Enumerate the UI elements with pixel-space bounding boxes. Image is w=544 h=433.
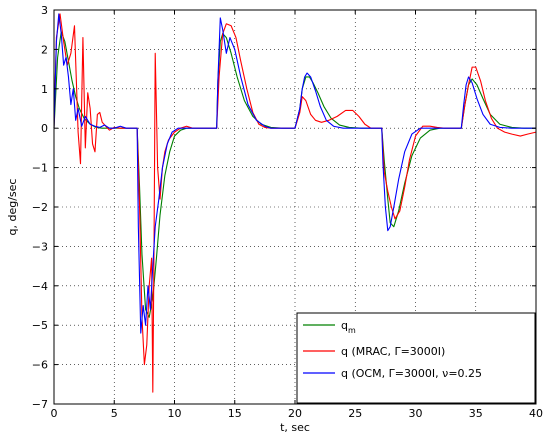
legend: qmq (MRAC, Γ=3000I)q (OCM, Γ=3000I, ν=0.… — [296, 312, 536, 404]
y-tick-label: −7 — [32, 398, 48, 411]
legend-label: q (MRAC, Γ=3000I) — [341, 345, 445, 358]
y-tick-label: 3 — [41, 4, 48, 17]
x-tick-label: 30 — [409, 407, 423, 420]
x-tick-label: 20 — [288, 407, 302, 420]
grid-lines — [54, 10, 536, 404]
series-lines — [53, 13, 537, 393]
x-tick-label: 25 — [348, 407, 362, 420]
series-line-1 — [53, 13, 537, 393]
y-tick-label: 2 — [41, 43, 48, 56]
y-tick-label: −1 — [32, 162, 48, 175]
legend-box — [296, 312, 536, 404]
y-tick-label: −2 — [32, 201, 48, 214]
legend-label-subscript: m — [348, 326, 356, 335]
legend-label: q (OCM, Γ=3000I, ν=0.25 — [341, 367, 482, 380]
y-tick-label: −4 — [32, 280, 48, 293]
series-line-2 — [53, 13, 536, 334]
x-tick-label: 40 — [529, 407, 543, 420]
x-tick-label: 10 — [168, 407, 182, 420]
y-tick-label: −3 — [32, 240, 48, 253]
y-axis-label: q, deg/sec — [6, 179, 19, 236]
x-tick-label: 5 — [111, 407, 118, 420]
y-tick-label: −6 — [32, 359, 48, 372]
y-tick-label: 0 — [41, 122, 48, 135]
y-tick-label: −5 — [32, 319, 48, 332]
y-tick-label: 1 — [41, 83, 48, 96]
x-tick-label: 0 — [51, 407, 58, 420]
x-tick-label: 35 — [469, 407, 483, 420]
x-axis-label: t, sec — [280, 421, 310, 433]
x-tick-label: 15 — [228, 407, 242, 420]
